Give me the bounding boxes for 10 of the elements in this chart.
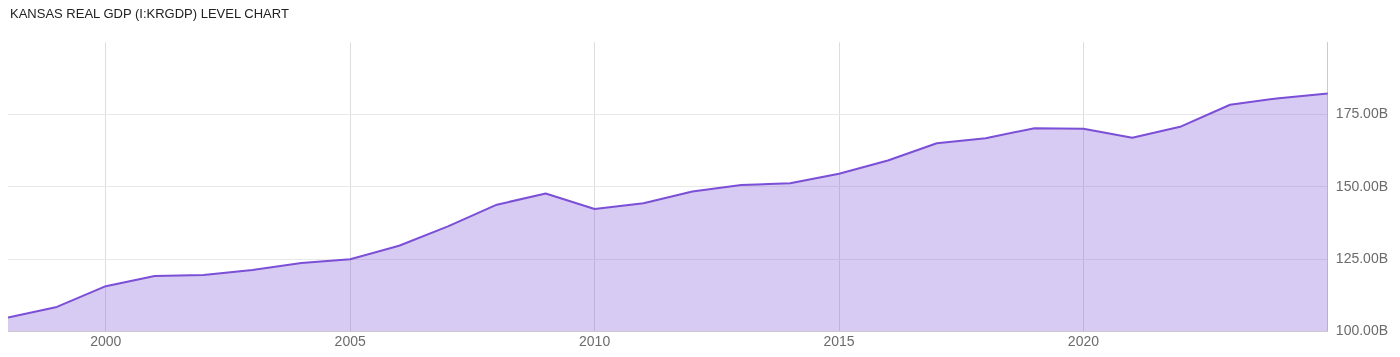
x-tick-label: 2005 (334, 333, 366, 350)
x-tick-label: 2000 (90, 333, 122, 350)
y-tick-label: 150.00B (1335, 177, 1389, 194)
x-tick-label: 2015 (823, 333, 855, 350)
chart-title: KANSAS REAL GDP (I:KRGDP) LEVEL CHART (9, 5, 290, 23)
y-tick-label: 125.00B (1335, 249, 1389, 266)
x-tick-label: 2010 (579, 333, 611, 350)
y-tick-label: 100.00B (1335, 322, 1389, 339)
y-tick-label: 175.00B (1335, 105, 1389, 122)
x-tick-label: 2020 (1067, 333, 1100, 350)
